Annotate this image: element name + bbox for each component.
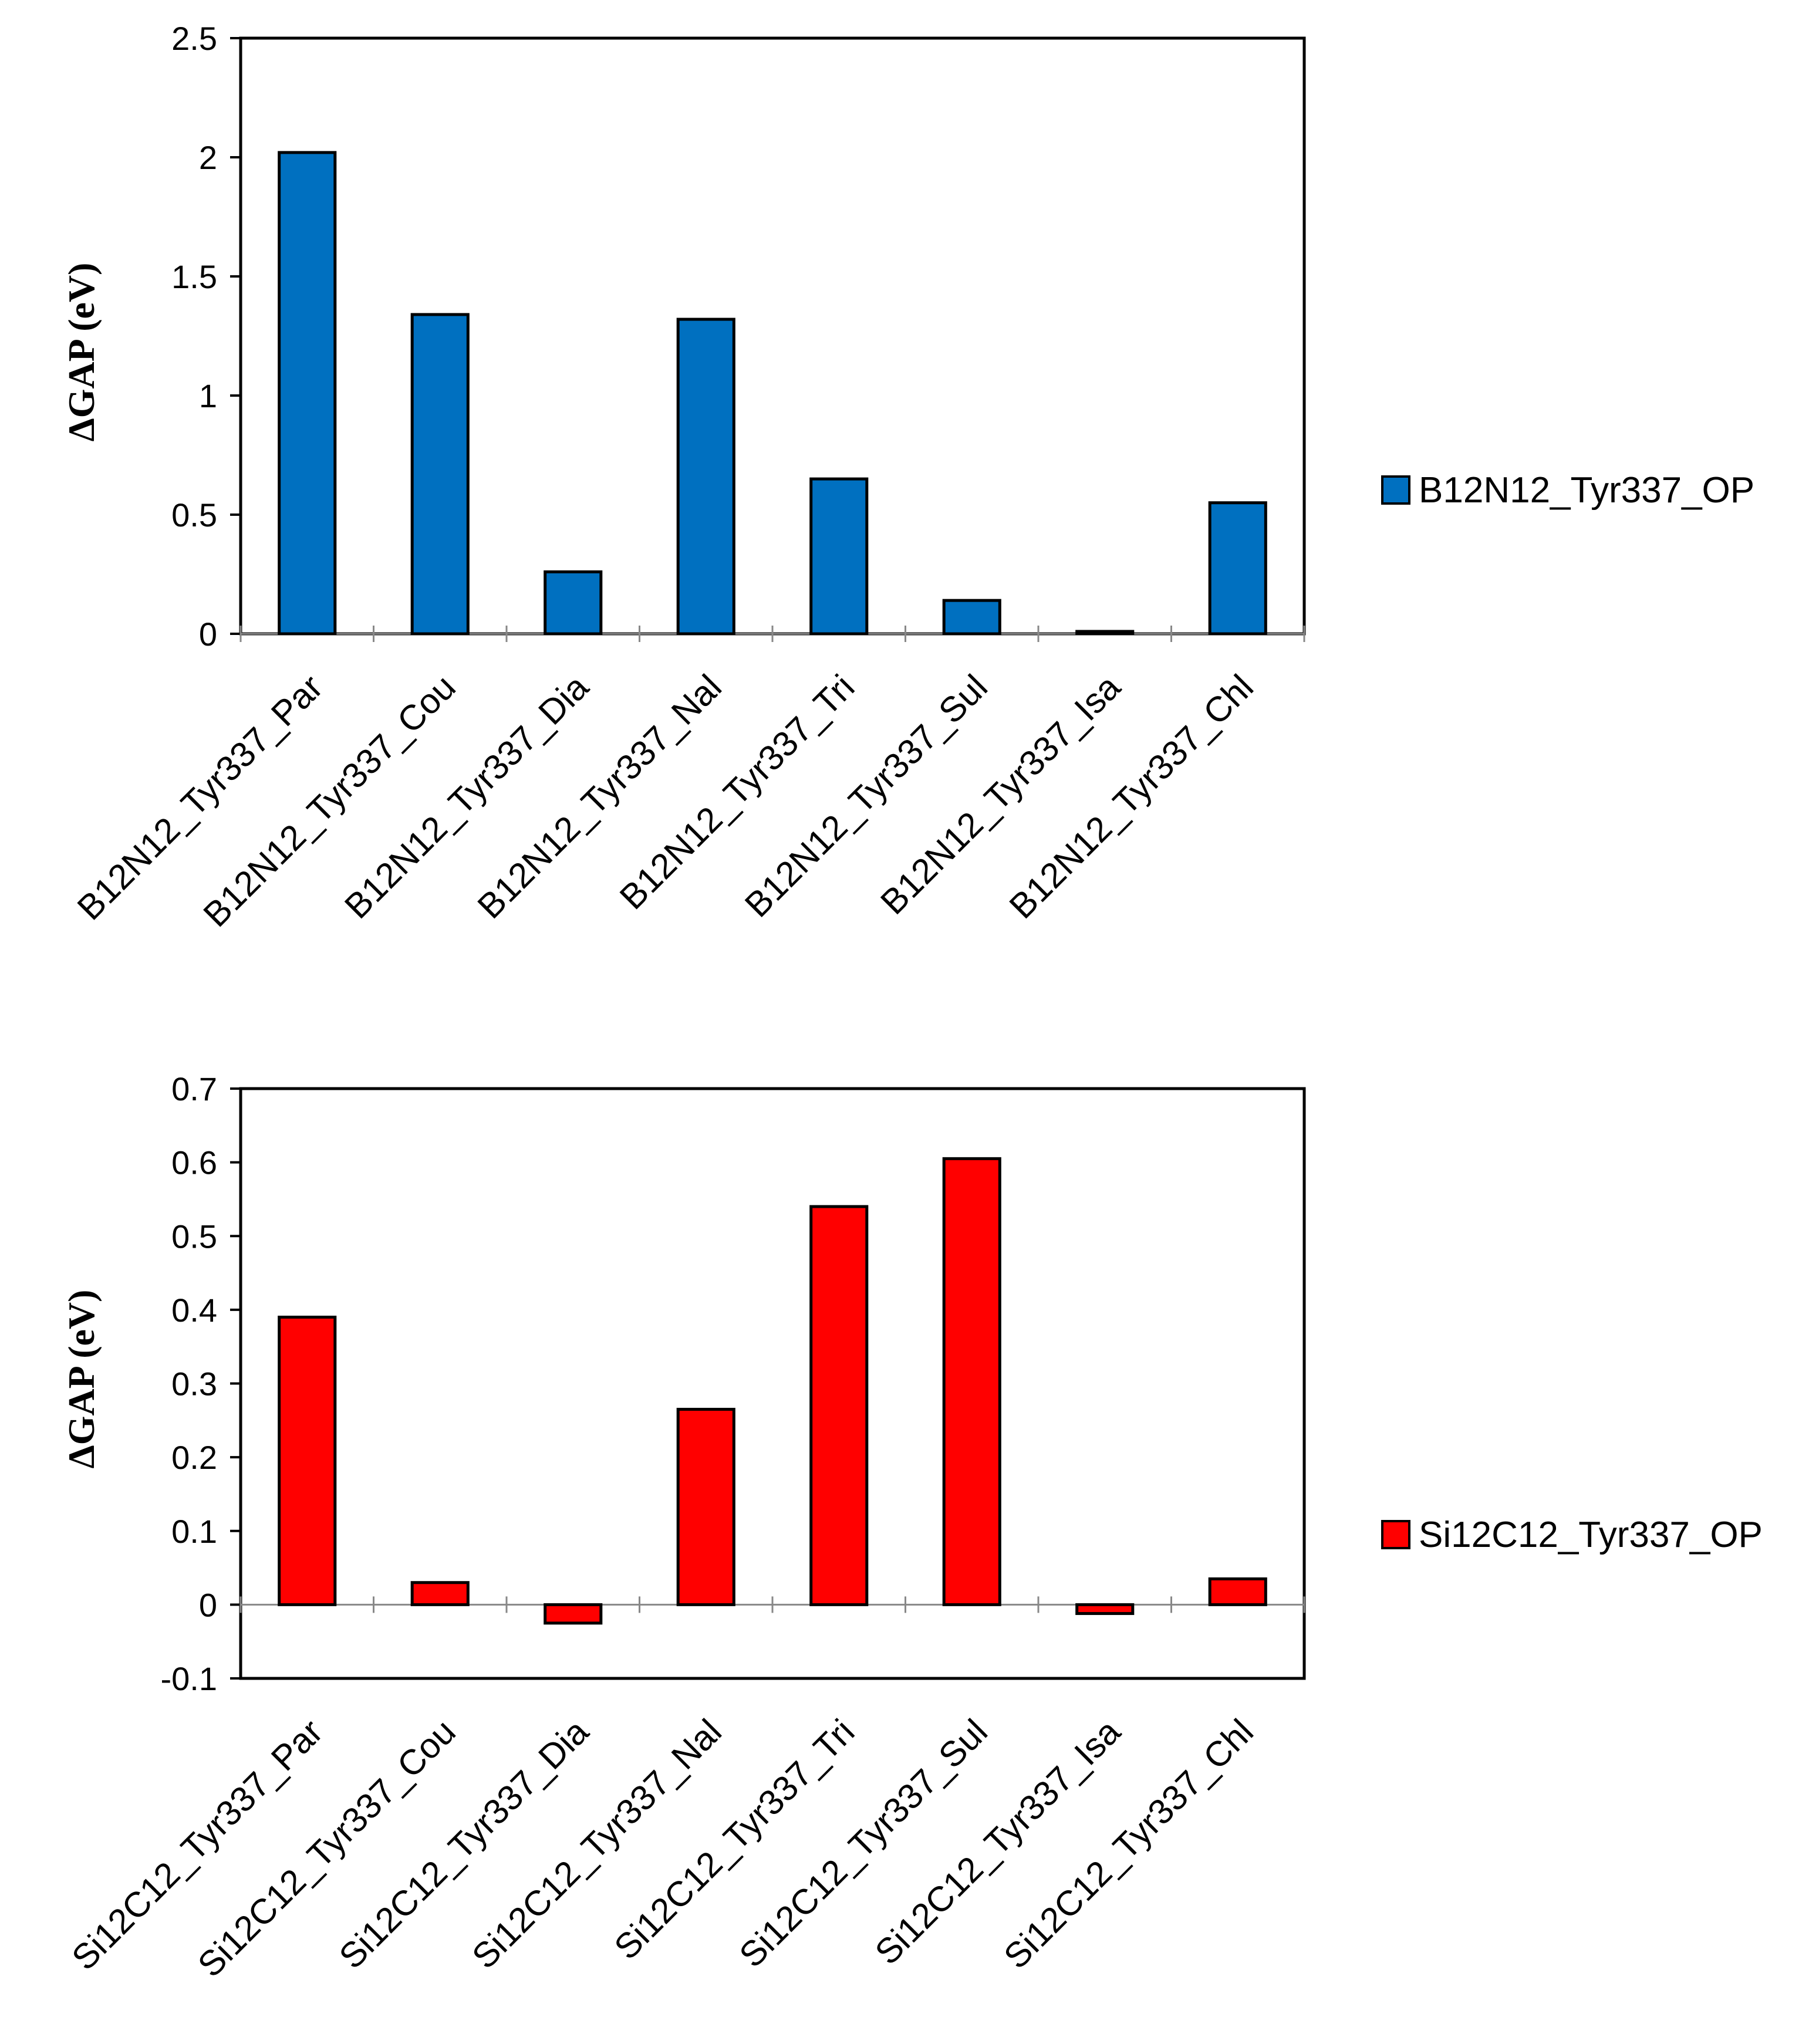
bar-Si12C12_Tyr337_Tri — [809, 1205, 869, 1606]
y-tick-label: 0.1 — [171, 1513, 217, 1550]
x-tick-label: B12N12_Tyr337_Tri — [612, 667, 862, 917]
bar-Si12C12_Tyr337_Par — [278, 1315, 337, 1606]
y-tick-label: 1.5 — [171, 258, 217, 295]
y-tick-label: 1 — [199, 377, 217, 414]
x-tick-label: B12N12_Tyr337_Dia — [337, 667, 596, 926]
y-tick-label: 0.2 — [171, 1439, 217, 1476]
y-tick-label: 2 — [199, 139, 217, 176]
y-tick-label: 0.5 — [171, 496, 217, 533]
x-tick-label: Si12C12_Tyr337_Par — [64, 1712, 330, 1978]
x-tick-label: B12N12_Tyr337_Sul — [737, 667, 995, 925]
bar-B12N12_Tyr337_Nal — [676, 317, 735, 636]
y-tick-label: 0.6 — [171, 1144, 217, 1181]
y-tick-label: 0.5 — [171, 1218, 217, 1255]
bar-Si12C12_Tyr337_Cou — [410, 1581, 470, 1606]
bar-B12N12_Tyr337_Tri — [809, 477, 869, 636]
x-tick-label: Si12C12_Tyr337_Nal — [464, 1712, 729, 1977]
plot-frame — [239, 1087, 1306, 1680]
y-tick-label: 0 — [199, 1586, 217, 1623]
x-tick-label: Si12C12_Tyr337_Chl — [996, 1712, 1261, 1977]
y-tick-label: 2.5 — [171, 20, 217, 57]
y-tick-label: 0.7 — [171, 1070, 217, 1107]
y-tick-label: 0.4 — [171, 1292, 217, 1329]
x-tick-label: B12N12_Tyr337_Par — [70, 667, 330, 928]
legend-swatch — [1381, 1520, 1410, 1549]
bar-Si12C12_Tyr337_Chl — [1208, 1577, 1267, 1606]
x-tick-label: Si12C12_Tyr337_Isa — [868, 1711, 1128, 1972]
bar-Si12C12_Tyr337_Nal — [676, 1407, 735, 1606]
x-tick-label: B12N12_Tyr337_Isa — [873, 667, 1128, 922]
bar-B12N12_Tyr337_Isa — [1075, 630, 1135, 636]
x-tick-label: B12N12_Tyr337_Nal — [470, 667, 729, 926]
bar-Si12C12_Tyr337_Dia — [544, 1603, 603, 1625]
bar-Si12C12_Tyr337_Sul — [942, 1157, 1001, 1606]
y-tick-label: 0.3 — [171, 1366, 217, 1403]
bar-B12N12_Tyr337_Cou — [410, 313, 470, 636]
x-tick-label: Si12C12_Tyr337_Cou — [190, 1712, 463, 1985]
chart-b12n12: 2.521.510.50B12N12_Tyr337_ParB12N12_Tyr3… — [60, 20, 1754, 934]
bar-B12N12_Tyr337_Par — [278, 151, 337, 636]
chart-si12c12: 0.7 0.6 0.5 0.4 0.3 0.2 0.1 0 -0.1 Si12C12_Tyr337… — [60, 1070, 1763, 1985]
bar-B12N12_Tyr337_Chl — [1208, 501, 1267, 636]
x-tick-label: Si12C12_Tyr337_Dia — [332, 1711, 596, 1976]
x-tick-label: Si12C12_Tyr337_Sul — [732, 1712, 995, 1975]
bar-B12N12_Tyr337_Dia — [544, 570, 603, 636]
y-tick-label: 0 — [199, 616, 217, 653]
y-axis-title: ΔGAP (eV) — [60, 263, 102, 442]
legend-label: B12N12_Tyr337_OP — [1419, 470, 1754, 511]
bar-B12N12_Tyr337_Sul — [942, 599, 1001, 636]
y-tick-label: -0.1 — [161, 1660, 218, 1697]
x-tick-label: Si12C12_Tyr337_Tri — [607, 1712, 862, 1967]
legend-label: Si12C12_Tyr337_OP — [1419, 1515, 1763, 1555]
x-tick-label: B12N12_Tyr337_Chl — [1002, 667, 1261, 926]
plot-frame — [239, 36, 1306, 636]
x-tick-label: B12N12_Tyr337_Cou — [196, 667, 463, 934]
legend-swatch — [1381, 475, 1410, 505]
bar-Si12C12_Tyr337_Isa — [1075, 1603, 1135, 1615]
y-axis-title: ΔGAP (eV) — [60, 1290, 102, 1469]
